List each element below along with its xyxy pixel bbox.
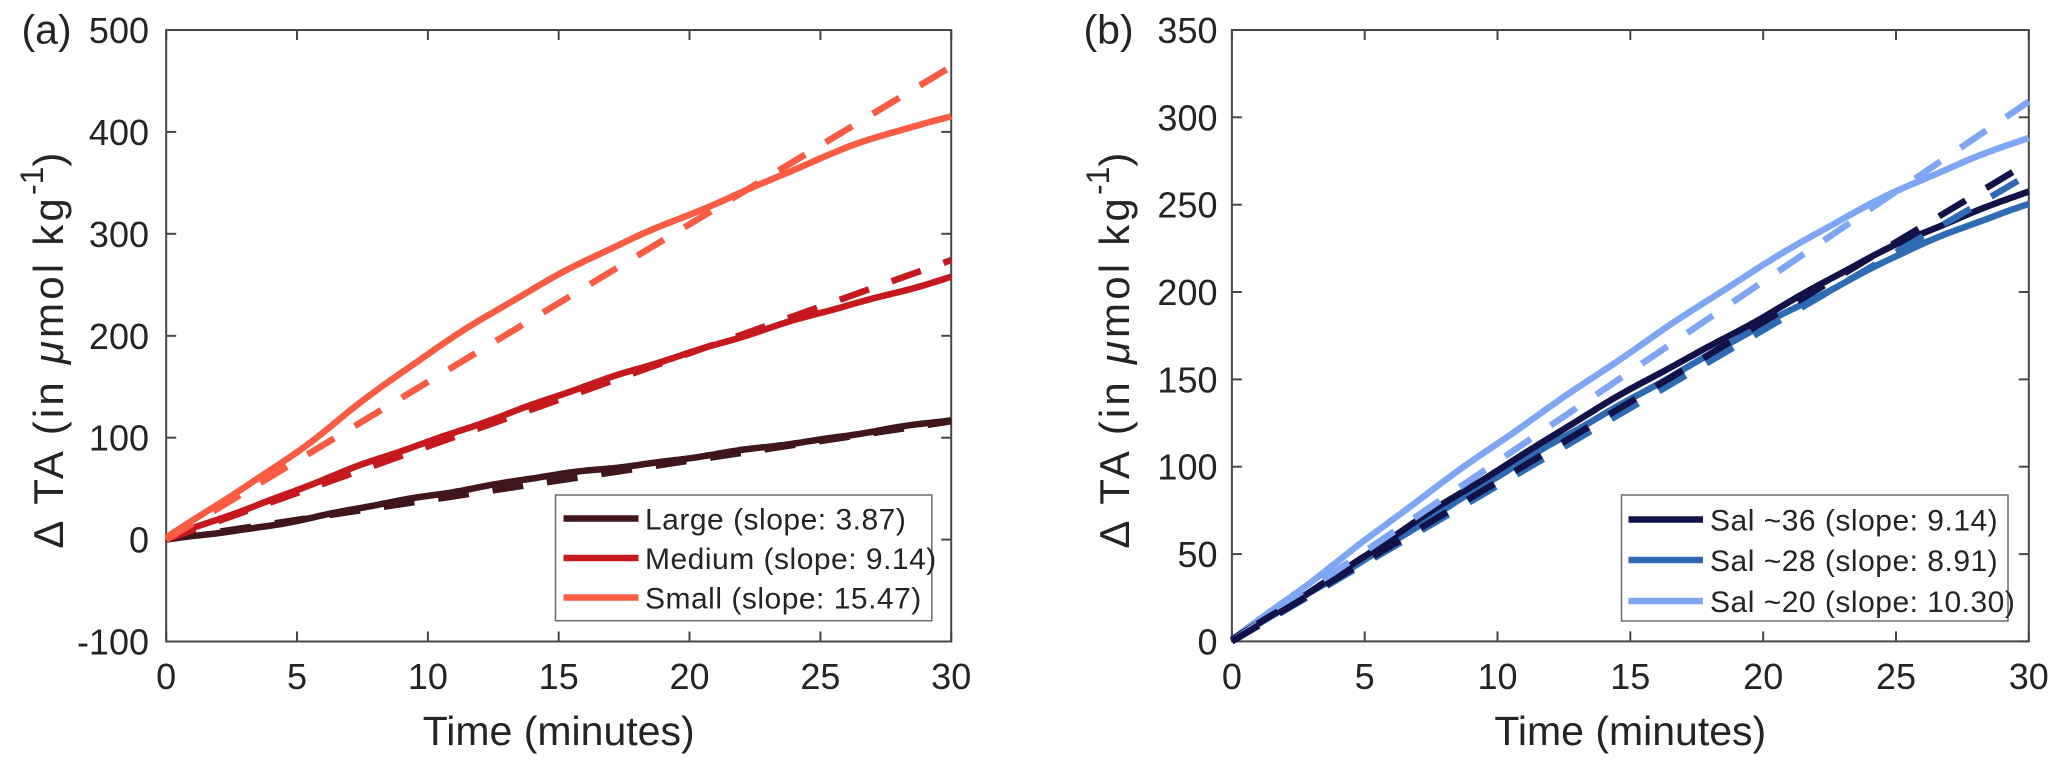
svg-text:(a): (a) — [22, 7, 72, 53]
svg-text:Time (minutes): Time (minutes) — [423, 708, 695, 754]
svg-text:Large (slope: 3.87): Large (slope: 3.87) — [645, 504, 906, 537]
svg-text:5: 5 — [1355, 656, 1375, 697]
svg-text:300: 300 — [89, 214, 149, 255]
svg-text:Sal ~20 (slope: 10.30): Sal ~20 (slope: 10.30) — [1710, 586, 2015, 619]
svg-text:200: 200 — [1157, 272, 1217, 313]
svg-text:Small (slope: 15.47): Small (slope: 15.47) — [645, 583, 922, 616]
svg-text:25: 25 — [1876, 656, 1916, 697]
svg-text:-100: -100 — [77, 622, 149, 663]
svg-text:400: 400 — [89, 112, 149, 153]
svg-text:10: 10 — [1477, 656, 1517, 697]
svg-text:Sal ~36 (slope: 9.14): Sal ~36 (slope: 9.14) — [1710, 505, 1998, 538]
svg-text:15: 15 — [539, 656, 579, 697]
svg-text:200: 200 — [89, 316, 149, 357]
svg-text:0: 0 — [1197, 621, 1217, 662]
svg-text:0: 0 — [1222, 656, 1242, 697]
svg-text:10: 10 — [408, 656, 448, 697]
svg-text:100: 100 — [1157, 447, 1217, 488]
svg-text:300: 300 — [1157, 97, 1217, 138]
svg-text:20: 20 — [669, 656, 709, 697]
svg-text:350: 350 — [1157, 10, 1217, 51]
svg-text:50: 50 — [1177, 534, 1217, 575]
svg-text:100: 100 — [89, 418, 149, 459]
svg-text:150: 150 — [1157, 359, 1217, 400]
svg-text:Time (minutes): Time (minutes) — [1494, 708, 1766, 754]
svg-text:25: 25 — [800, 656, 840, 697]
svg-text:15: 15 — [1610, 656, 1650, 697]
svg-text:500: 500 — [89, 10, 149, 51]
svg-text:0: 0 — [156, 656, 176, 697]
svg-text:5: 5 — [287, 656, 307, 697]
svg-text:250: 250 — [1157, 185, 1217, 226]
svg-text:Sal ~28 (slope: 8.91): Sal ~28 (slope: 8.91) — [1710, 545, 1998, 578]
svg-text:30: 30 — [2009, 656, 2049, 697]
svg-text:(b): (b) — [1084, 7, 1134, 53]
svg-text:20: 20 — [1743, 656, 1783, 697]
svg-text:Medium (slope: 9.14): Medium (slope: 9.14) — [645, 543, 937, 576]
svg-text:0: 0 — [129, 520, 149, 561]
svg-text:30: 30 — [931, 656, 971, 697]
